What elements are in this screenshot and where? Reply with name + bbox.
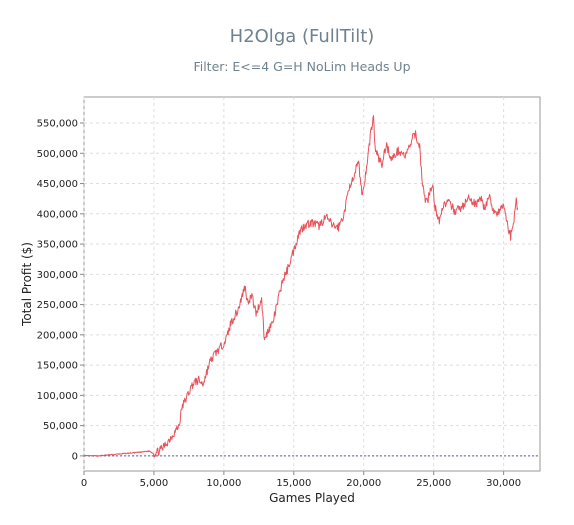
y-tick-label: 150,000: [37, 361, 78, 372]
y-tick-label: 100,000: [37, 391, 78, 402]
x-tick-label: 10,000: [206, 478, 241, 489]
y-tick-label: 400,000: [37, 209, 78, 220]
y-axis-label: Total Profit ($): [20, 242, 34, 327]
series-lines: [83, 115, 519, 458]
y-tick-label: 0: [72, 451, 78, 462]
profit-series-line: [83, 115, 519, 458]
y-tick-label: 300,000: [37, 270, 78, 281]
y-tick-label: 50,000: [43, 421, 78, 432]
chart-title: H2Olga (FullTilt): [229, 26, 375, 47]
x-tick-label: 25,000: [416, 478, 451, 489]
x-tick-label: 30,000: [486, 478, 521, 489]
y-tick-label: 200,000: [37, 330, 78, 341]
x-tick-label: 0: [81, 478, 87, 489]
y-tick-label: 500,000: [37, 149, 78, 160]
chart-subtitle: Filter: E<=4 G=H NoLim Heads Up: [193, 59, 411, 74]
x-tick-label: 5,000: [140, 478, 169, 489]
plot-area: [83, 96, 541, 472]
axis-ticks: 0 50,000 100,000 150,000 200,000 250,000 300,0…: [37, 119, 521, 489]
y-tick-label: 550,000: [37, 119, 78, 130]
y-tick-label: 250,000: [37, 300, 78, 311]
x-axis-label: Games Played: [269, 491, 355, 505]
y-tick-label: 350,000: [37, 240, 78, 251]
x-tick-label: 20,000: [346, 478, 381, 489]
x-tick-label: 15,000: [276, 478, 311, 489]
y-tick-label: 450,000: [37, 179, 78, 190]
grid-lines: [83, 97, 540, 471]
